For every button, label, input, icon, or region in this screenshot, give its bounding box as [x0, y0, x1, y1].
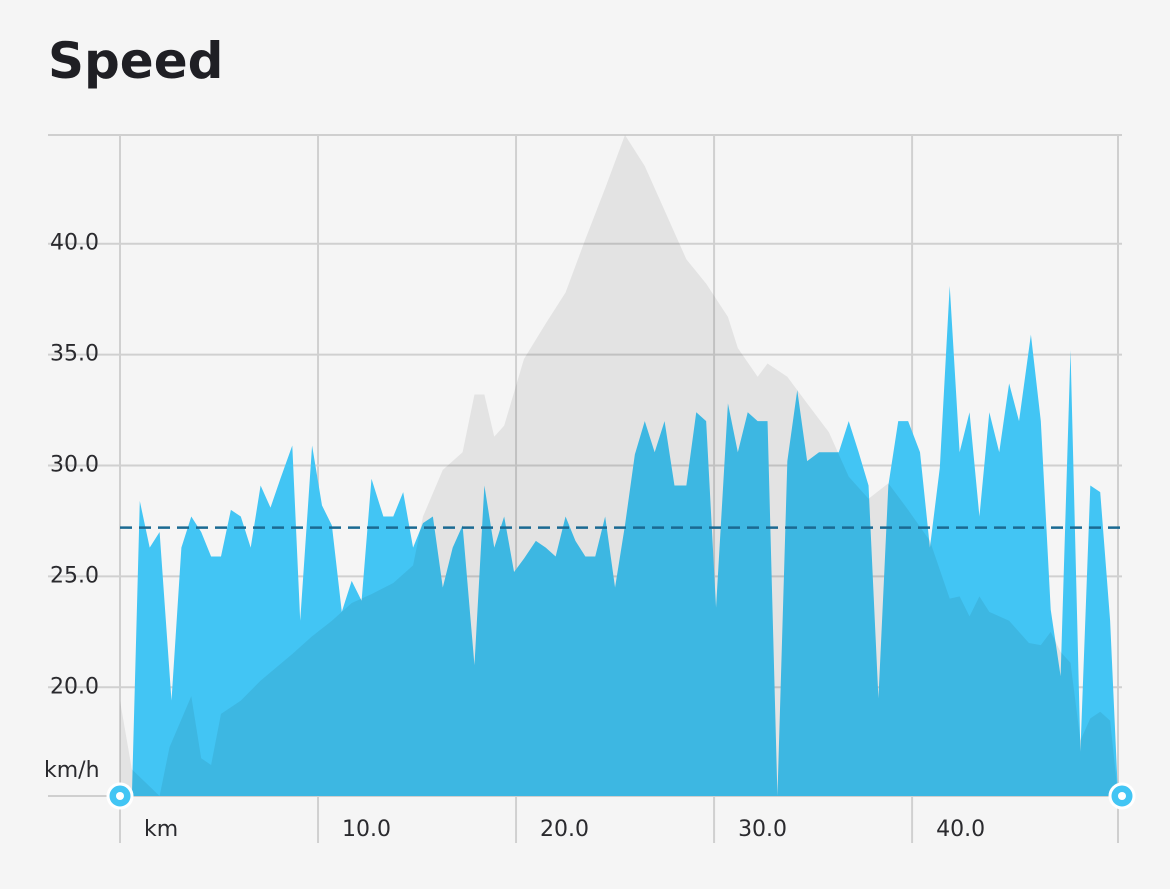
x-tick-label: km: [144, 817, 178, 842]
y-tick-label: 20.0: [50, 674, 99, 699]
x-tick-label: 10.0: [342, 817, 391, 842]
grid: 20.0 25.0 30.0 35.0 40.0 km 10.0 20.0 30.0 40.0: [48, 134, 1122, 843]
range-handle-dot: [1118, 792, 1126, 800]
overlay: [106, 526, 1136, 810]
area: [120, 285, 1119, 796]
y-tick-label: 35.0: [50, 342, 99, 367]
x-tick-label: 20.0: [540, 817, 589, 842]
area: [120, 135, 1119, 796]
y-tick-label: 25.0: [50, 563, 99, 588]
chart-title: Speed: [48, 32, 223, 90]
y-tick-label: 30.0: [50, 453, 99, 478]
x-tick-label: 30.0: [738, 817, 787, 842]
range-handle-dot: [116, 792, 124, 800]
y-axis-label: km/h: [44, 758, 100, 783]
x-tick-label: 40.0: [936, 817, 985, 842]
areas: [120, 135, 1119, 796]
y-tick-label: 40.0: [50, 231, 99, 256]
